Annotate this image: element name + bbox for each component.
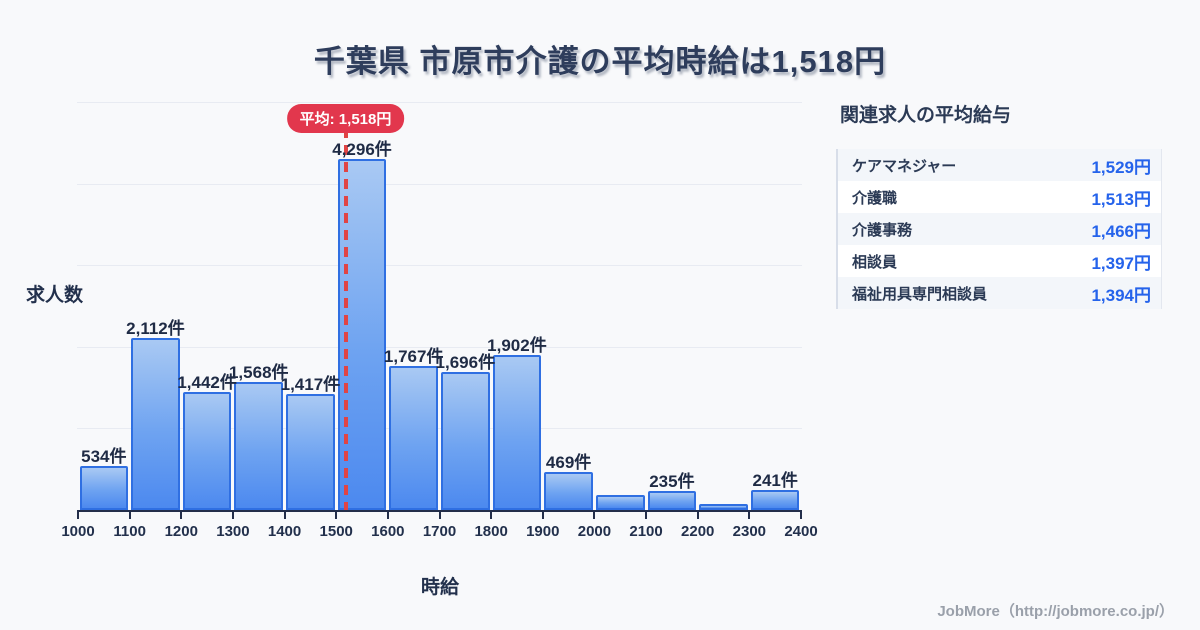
x-tick-label: 2200 [681, 523, 715, 540]
bar-label: 534件 [81, 447, 127, 467]
x-tick-label: 2400 [784, 523, 818, 540]
job-name: 介護職 [852, 189, 898, 207]
bar [286, 394, 335, 510]
x-tick-label: 1200 [164, 523, 198, 540]
grid-line [77, 102, 802, 103]
x-tick-mark [438, 512, 441, 519]
x-tick-mark [748, 512, 751, 519]
related-jobs-heading: 関連求人の平均給与 [840, 105, 1012, 126]
bar [647, 490, 697, 510]
x-tick-mark [696, 512, 699, 519]
grid-line [77, 428, 802, 430]
y-axis-title: 求人数 [26, 285, 84, 306]
x-tick-mark [77, 512, 79, 519]
mean-line [343, 128, 348, 510]
job-value: 1,529円 [1091, 157, 1151, 177]
job-name: ケアマネジャー [852, 157, 957, 175]
x-tick-mark [386, 512, 389, 519]
x-tick-label: 1700 [422, 523, 457, 540]
bar [750, 490, 800, 510]
table-row: 福祉用具専門相談員 1,394円 [838, 277, 1161, 309]
job-name: 相談員 [852, 253, 898, 271]
footer-credit: JobMore（http://jobmore.co.jp/） [937, 603, 1174, 620]
x-tick-label: 1500 [319, 523, 353, 540]
bar-label: 4,296件 [332, 140, 392, 160]
bar [699, 504, 748, 510]
x-tick-label: 2000 [577, 523, 612, 540]
x-tick-label: 1300 [216, 523, 250, 540]
bar [234, 382, 284, 510]
bar-label: 1,417件 [280, 375, 341, 395]
table-row: 相談員 1,397円 [838, 245, 1161, 277]
bar [595, 495, 645, 510]
grid-line [77, 265, 802, 267]
x-tick-mark [335, 512, 338, 519]
table-row: 介護事務 1,466円 [838, 213, 1161, 245]
x-tick-label: 1600 [371, 523, 405, 540]
mean-badge: 平均: 1,518円 [286, 104, 405, 133]
x-tick-mark [180, 512, 183, 519]
related-jobs-panel: 関連求人の平均給与 ケアマネジャー 1,529円 介護職 1,513円 介護事務… [836, 100, 1162, 309]
x-tick-label: 1000 [61, 523, 95, 540]
x-tick-mark [800, 512, 802, 519]
page-title: 千葉県 市原市介護の平均時給は1,518円 [313, 44, 887, 79]
grid-line [77, 346, 802, 348]
x-tick-label: 1400 [267, 523, 302, 540]
x-tick-label: 1900 [526, 523, 560, 540]
bar-label: 1,902件 [487, 335, 547, 355]
x-tick-mark [541, 512, 544, 519]
x-tick-mark [128, 512, 131, 519]
table-row: ケアマネジャー 1,529円 [838, 149, 1161, 181]
x-tick-mark [231, 512, 234, 519]
related-jobs-table: ケアマネジャー 1,529円 介護職 1,513円 介護事務 1,466円 相談… [836, 149, 1162, 309]
x-axis-title: 時給 [420, 577, 460, 598]
x-tick-mark [283, 512, 286, 519]
bar-label: 2,112件 [126, 318, 185, 338]
bar [182, 392, 232, 510]
x-tick-label: 2300 [732, 523, 767, 540]
bar-label: 235件 [649, 471, 695, 491]
bar [389, 365, 438, 510]
bar-label: 469件 [545, 452, 592, 472]
bar [79, 466, 129, 510]
x-tick-label: 1800 [474, 523, 508, 540]
x-tick-mark [593, 512, 596, 519]
job-value: 1,466円 [1091, 221, 1151, 241]
bar [441, 371, 490, 510]
bar-label: 1,767件 [383, 346, 444, 366]
x-tick-label: 1100 [113, 523, 146, 540]
job-value: 1,397円 [1091, 253, 1151, 273]
job-name: 介護事務 [852, 221, 913, 239]
job-value: 1,513円 [1091, 189, 1151, 209]
bar-label: 241件 [752, 471, 798, 491]
x-tick-label: 2100 [629, 523, 663, 540]
bar-label: 1,568件 [228, 363, 289, 383]
bar [544, 471, 593, 510]
bar-label: 1,696件 [435, 352, 496, 372]
bar [131, 337, 180, 510]
chart-area: 求人数 時給 平均: 1,518円 534件 2,112件 1,442件 1,568件… [26, 102, 818, 598]
bar-label: 1,442件 [177, 373, 237, 393]
bar [492, 354, 542, 510]
x-tick-mark [645, 512, 648, 519]
table-row: 介護職 1,513円 [838, 181, 1161, 213]
grid-line [77, 183, 802, 185]
job-name: 福祉用具専門相談員 [852, 285, 988, 303]
x-axis-line [77, 510, 802, 512]
x-tick-mark [490, 512, 493, 519]
job-value: 1,394円 [1091, 285, 1151, 305]
